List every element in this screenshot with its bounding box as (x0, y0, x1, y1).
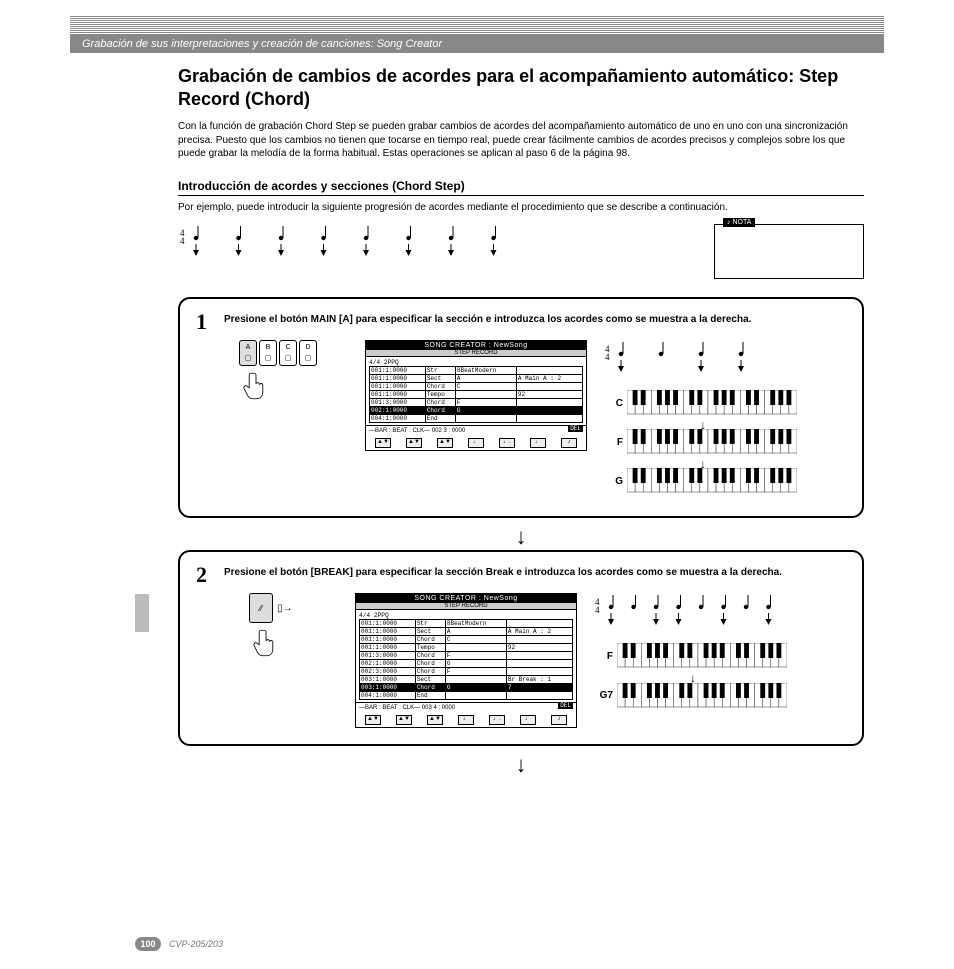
step-1-number: 1 (196, 309, 207, 335)
step-2-button-panel: ⁄⁄ ▯→ (249, 593, 339, 660)
step-2-box: 2 Presione el botón [BREAK] para especif… (178, 550, 864, 746)
section-heading: Introducción de acordes y secciones (Cho… (178, 179, 864, 196)
breadcrumb: Grabación de sus interpretaciones y crea… (70, 35, 884, 53)
break-button[interactable]: ⁄⁄ (249, 593, 273, 623)
step-2-lcd-screen: SONG CREATOR : NewSongSTEP RECORD 4/4 2P… (355, 593, 577, 728)
nota-label: ♪ NOTA (723, 218, 755, 227)
main-button-d[interactable]: D▢ (299, 340, 317, 366)
keyboard-row-g7: G7 (593, 683, 793, 709)
step-1-keyboard-column: 44 C↓F↓G (603, 340, 803, 500)
rhythm-notation-main: 44 (178, 224, 700, 264)
keyboard-row-c: C (603, 390, 803, 416)
main-button-a[interactable]: A▢ (239, 340, 257, 366)
section-tab-marker (135, 594, 149, 632)
page-title: Grabación de cambios de acordes para el … (178, 65, 864, 110)
step-1-box: 1 Presione el botón MAIN [A] para especi… (178, 297, 864, 518)
keyboard-row-f: F (603, 429, 803, 455)
step-2-keyboard-column: 44 F↓G7 (593, 593, 793, 714)
svg-text:4: 4 (605, 352, 610, 362)
pointing-hand-icon (249, 626, 283, 660)
step-2-number: 2 (196, 562, 207, 588)
arrow-right-icon: ▯→ (277, 603, 293, 614)
nota-callout-box: ♪ NOTA (714, 224, 864, 279)
page-footer: 100 CVP-205/203 (135, 937, 223, 951)
decorative-top-lines (70, 15, 884, 35)
step-2-instruction: Presione el botón [BREAK] para especific… (224, 566, 844, 579)
keyboard-row-f: F (593, 643, 793, 669)
svg-text:4: 4 (180, 236, 185, 246)
pointing-hand-icon (239, 369, 273, 403)
svg-text:4: 4 (595, 605, 600, 615)
page-number: 100 (135, 937, 161, 951)
down-arrow-icon: ↓ (178, 754, 864, 776)
step-1-instruction: Presione el botón MAIN [A] para especifi… (224, 313, 844, 326)
down-arrow-icon: ↓ (178, 526, 864, 548)
main-button-c[interactable]: C▢ (279, 340, 297, 366)
model-number: CVP-205/203 (169, 939, 223, 949)
rhythm-notation-row: 44 ♪ NOTA (178, 224, 864, 279)
section-text: Por ejemplo, puede introducir la siguien… (178, 201, 864, 215)
main-button-b[interactable]: B▢ (259, 340, 277, 366)
keyboard-row-g: G (603, 468, 803, 494)
step-1-lcd-screen: SONG CREATOR : NewSongSTEP RECORD 4/4 2P… (365, 340, 587, 451)
step-1-button-panel: A▢B▢C▢D▢ (239, 340, 349, 403)
intro-paragraph: Con la función de grabación Chord Step s… (178, 120, 864, 161)
